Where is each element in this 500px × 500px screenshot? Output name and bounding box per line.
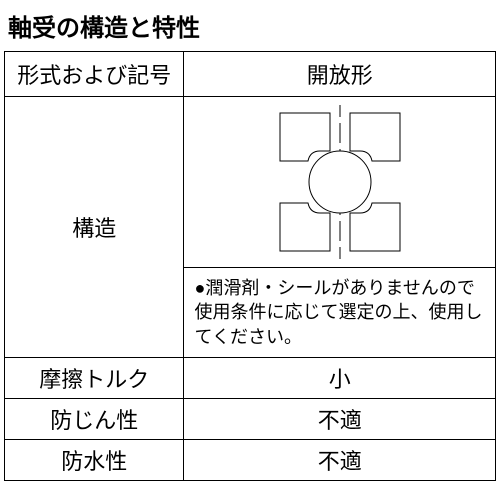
table-header-row: 形式および記号 開放形 bbox=[5, 52, 496, 97]
friction-row: 摩擦トルク 小 bbox=[5, 357, 496, 398]
water-label: 防水性 bbox=[5, 439, 184, 480]
bullet-icon: ● bbox=[194, 276, 205, 300]
diagram-cell bbox=[184, 97, 496, 268]
bearing-spec-table: 形式および記号 開放形 構造 bbox=[4, 51, 496, 481]
friction-value: 小 bbox=[184, 357, 496, 398]
structure-label-cell: 構造 bbox=[5, 97, 184, 358]
note-text: 潤滑剤・シールがありませんので使用条件に応じて選定の上、使用してください。 bbox=[194, 278, 482, 347]
dust-label: 防じん性 bbox=[5, 398, 184, 439]
header-right: 開放形 bbox=[184, 52, 496, 97]
dust-value: 不適 bbox=[184, 398, 496, 439]
note-cell: ●潤滑剤・シールがありませんので使用条件に応じて選定の上、使用してください。 bbox=[184, 268, 496, 358]
bearing-cross-section-icon bbox=[266, 105, 414, 259]
page-title: 軸受の構造と特性 bbox=[4, 8, 496, 43]
header-left: 形式および記号 bbox=[5, 52, 184, 97]
friction-label: 摩擦トルク bbox=[5, 357, 184, 398]
water-value: 不適 bbox=[184, 439, 496, 480]
structure-row-diagram: 構造 bbox=[5, 97, 496, 268]
water-row: 防水性 不適 bbox=[5, 439, 496, 480]
dust-row: 防じん性 不適 bbox=[5, 398, 496, 439]
